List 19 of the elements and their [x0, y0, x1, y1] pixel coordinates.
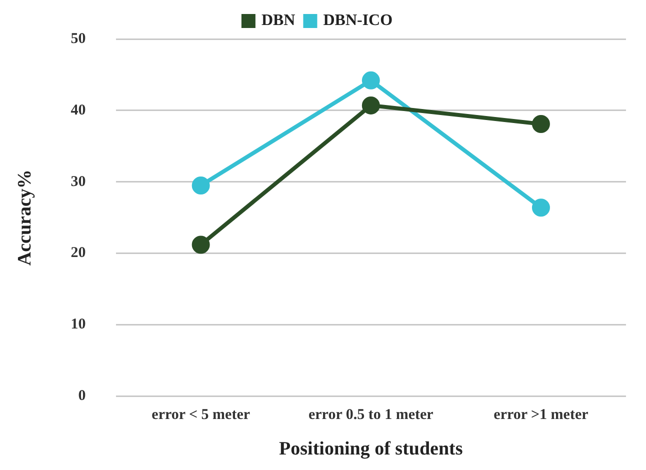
y-tick-label: 10 — [70, 316, 86, 333]
y-tick-label: 50 — [70, 30, 86, 47]
y-axis-title: Accuracy% — [14, 170, 36, 266]
x-axis-title: Positioning of students — [279, 438, 463, 460]
x-tick-label: error 0.5 to 1 meter — [308, 407, 434, 424]
point — [192, 176, 210, 194]
y-tick-label: 0 — [78, 388, 86, 404]
legend-label: DBN-ICO — [323, 12, 393, 30]
point — [362, 71, 380, 90]
x-tick-label: error < 5 meter — [152, 407, 250, 424]
y-tick-label: 40 — [70, 102, 86, 118]
point — [532, 198, 550, 217]
x-tick-label: error >1 meter — [494, 407, 589, 424]
point — [532, 115, 550, 134]
point — [192, 236, 210, 254]
y-tick-label: 30 — [70, 174, 86, 190]
legend-label: DBN — [261, 12, 296, 30]
point — [362, 96, 380, 114]
y-tick-label: 20 — [70, 245, 86, 262]
